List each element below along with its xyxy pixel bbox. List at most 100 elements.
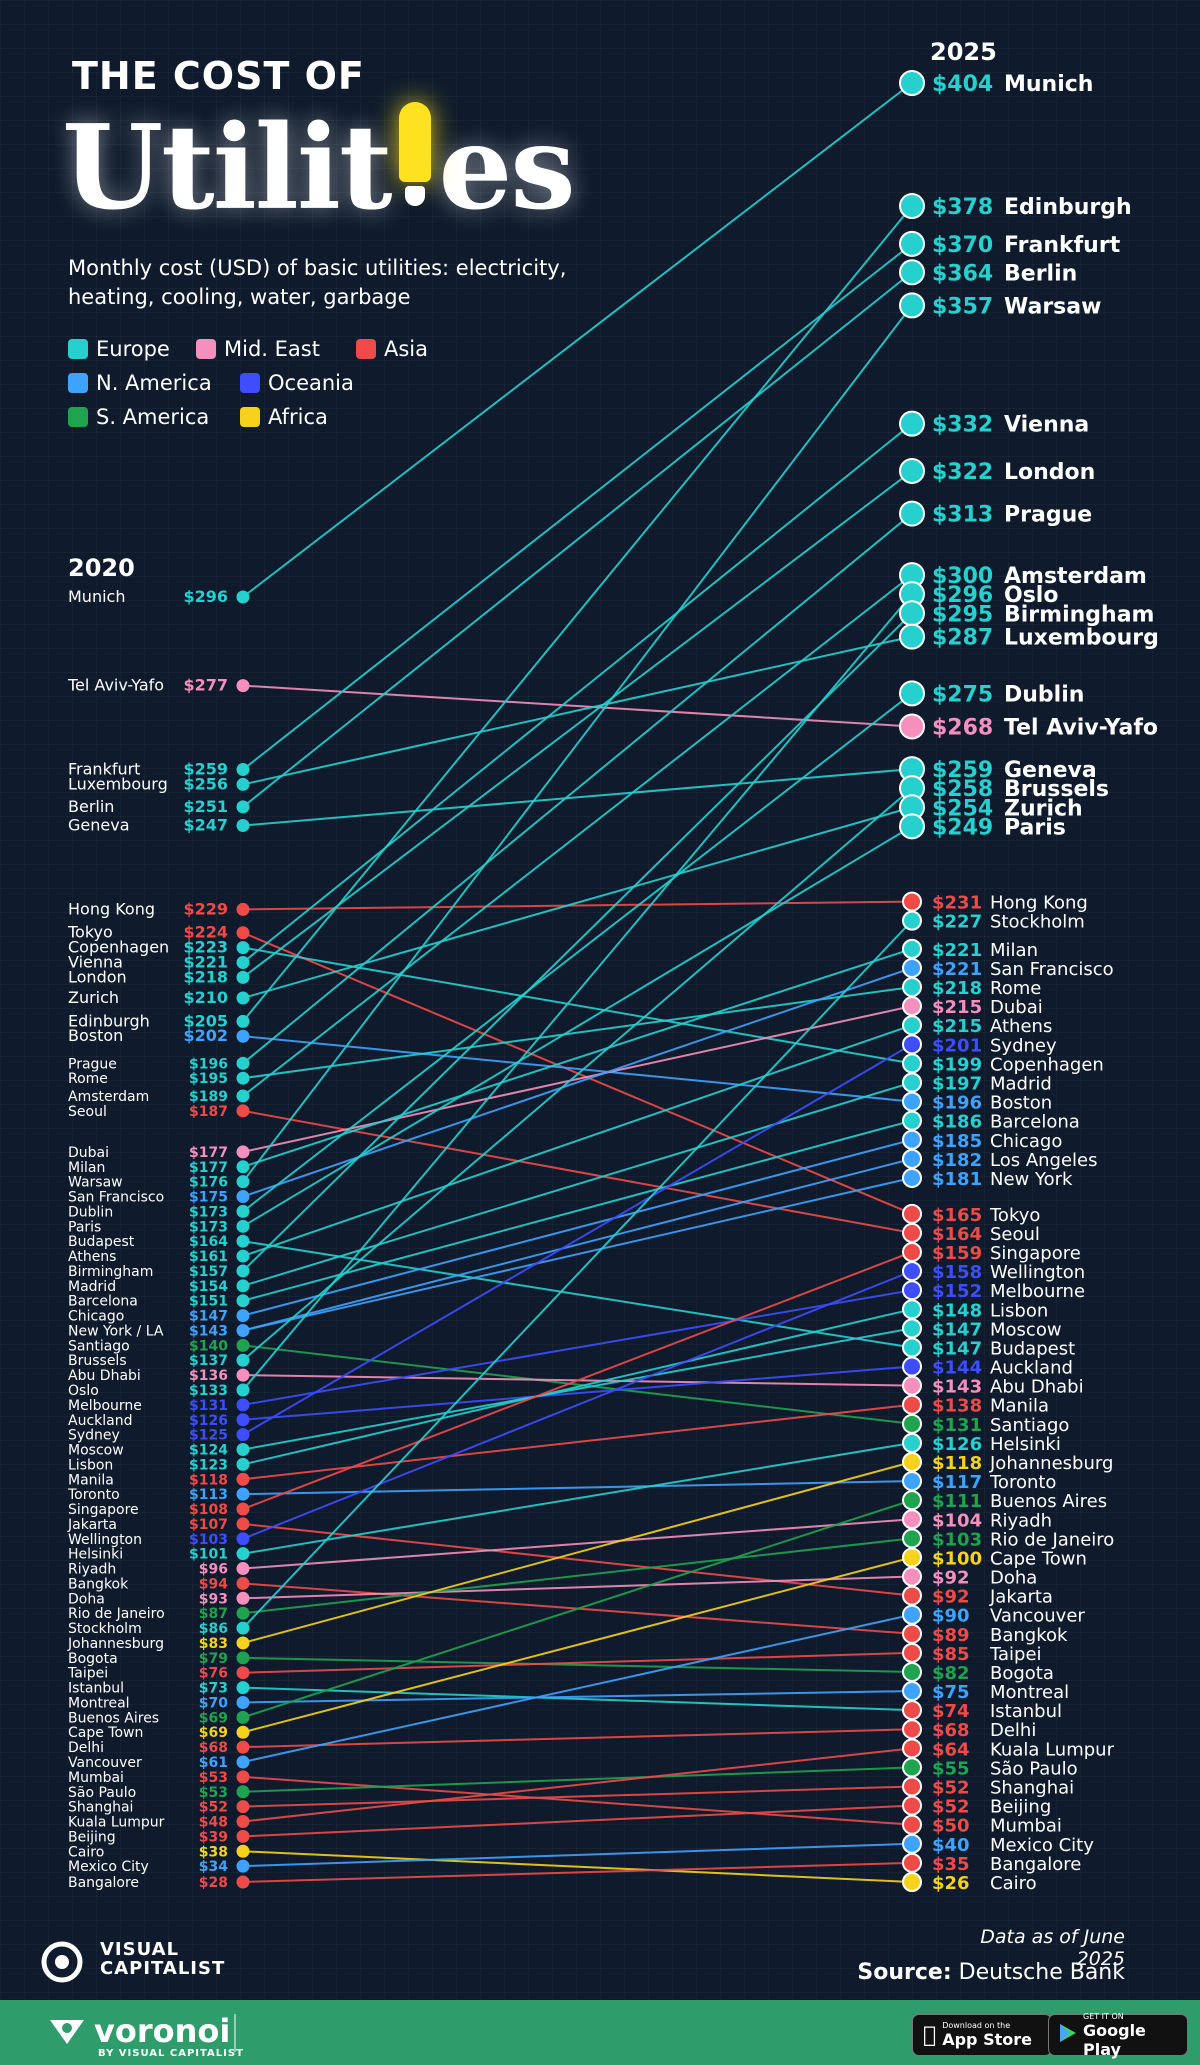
title-line1: THE COST OF — [72, 54, 365, 98]
visual-capitalist-logo[interactable]: VISUAL CAPITALIST — [38, 1940, 224, 1978]
right-city-label: Santiago — [990, 1415, 1069, 1436]
flag-icon-boston — [902, 1091, 922, 1112]
left-city-label: Madrid — [68, 1279, 116, 1295]
slope-line-luxembourg — [242, 635, 913, 786]
right-city-label: Moscow — [990, 1319, 1062, 1340]
right-value-label: $85 — [932, 1644, 970, 1665]
flag-icon-london — [899, 457, 925, 484]
right-city-label: Abu Dhabi — [990, 1377, 1084, 1398]
left-city-label: Riyadh — [68, 1562, 116, 1578]
legend-item-oceania: Oceania — [240, 370, 354, 396]
left-city-label: Dublin — [68, 1204, 113, 1220]
subtitle: Monthly cost (USD) of basic utilities: e… — [68, 256, 567, 309]
slope-line-montreal — [242, 1690, 913, 1704]
flag-icon-sydney — [902, 1034, 922, 1055]
left-point — [236, 1472, 250, 1486]
flag-icon-cairo — [902, 1872, 922, 1892]
right-city-label: Los Angeles — [990, 1150, 1098, 1171]
lightbulb-icon — [395, 102, 435, 212]
legend-label: Mid. East — [224, 337, 320, 361]
left-value-label: $86 — [199, 1621, 228, 1637]
right-value-label: $117 — [932, 1472, 982, 1493]
left-value-label: $154 — [189, 1279, 228, 1295]
left-value-label: $187 — [189, 1104, 228, 1120]
flag-icon-shanghai — [902, 1776, 922, 1797]
right-value-label: $75 — [932, 1682, 970, 1703]
right-value-label: $404 — [932, 72, 993, 97]
left-value-label: $195 — [189, 1071, 228, 1087]
flag-icon-riyadh — [902, 1509, 922, 1530]
flag-icon-lisbon — [902, 1299, 922, 1320]
right-city-label: Rio de Janeiro — [990, 1529, 1114, 1550]
left-city-label: Oslo — [68, 1383, 99, 1399]
right-city-label: Jakarta — [989, 1587, 1053, 1608]
right-value-label: $158 — [932, 1262, 982, 1283]
flag-icon-wellington — [902, 1261, 922, 1282]
app-store-big: App Store — [929, 2030, 1032, 2049]
flag-icon-warsaw — [899, 292, 925, 319]
left-value-label: $205 — [183, 1011, 228, 1030]
left-point — [236, 1770, 250, 1784]
left-value-label: $161 — [189, 1249, 228, 1265]
right-value-label: $182 — [932, 1150, 982, 1171]
flag-icon-barcelona — [902, 1110, 922, 1131]
left-point — [236, 1089, 250, 1103]
google-play-small: GET IT ON — [1083, 2011, 1124, 2021]
right-city-label: Geneva — [1004, 758, 1097, 783]
right-city-label: Frankfurt — [1004, 233, 1121, 258]
left-point — [236, 1562, 250, 1576]
right-city-label: Warsaw — [1004, 294, 1101, 319]
left-value-label: $151 — [189, 1294, 228, 1310]
right-city-label: Istanbul — [990, 1701, 1062, 1722]
slope-line-toronto — [242, 1480, 913, 1496]
flag-icon-bangkok — [902, 1623, 922, 1644]
flag-icon-san-francisco — [902, 957, 922, 978]
left-city-label: Vienna — [68, 953, 123, 972]
left-city-label: Wellington — [68, 1532, 142, 1548]
year-label-2025: 2025 — [930, 38, 997, 66]
flag-icon-madrid — [902, 1072, 922, 1093]
voronoi-logo[interactable]: voronoi — [48, 2012, 230, 2050]
left-city-label: Auckland — [68, 1413, 132, 1429]
left-value-label: $173 — [189, 1219, 228, 1235]
left-value-label: $173 — [189, 1204, 228, 1220]
right-value-label: $275 — [932, 682, 993, 707]
right-city-label: Paris — [1004, 815, 1066, 840]
right-value-label: $138 — [932, 1396, 982, 1417]
left-point — [236, 991, 250, 1005]
right-city-label: Munich — [1004, 72, 1093, 97]
right-value-label: $164 — [932, 1224, 982, 1245]
slope-line-zurich — [242, 806, 913, 999]
right-city-label: London — [1004, 460, 1095, 485]
right-city-label: Milan — [990, 940, 1038, 961]
left-city-label: Kuala Lumpur — [68, 1815, 165, 1831]
left-value-label: $61 — [199, 1755, 228, 1771]
right-value-label: $313 — [932, 503, 993, 528]
left-city-label: Abu Dhabi — [68, 1368, 141, 1384]
left-value-label: $79 — [199, 1651, 228, 1667]
slope-line-munich — [242, 82, 913, 598]
slope-line-brussels — [242, 787, 913, 1361]
flag-icon-rio-de-janeiro — [902, 1528, 922, 1549]
left-city-label: Shanghai — [68, 1800, 133, 1816]
left-point — [236, 1190, 250, 1204]
flag-icon-vienna — [899, 410, 925, 437]
right-value-label: $322 — [932, 460, 993, 485]
source-label: Source: — [857, 1960, 952, 1985]
legend-label: Asia — [384, 337, 429, 361]
left-value-label: $221 — [183, 953, 228, 972]
slope-line-amsterdam — [242, 574, 913, 1097]
right-city-label: Manila — [990, 1396, 1049, 1417]
flag-icon-santiago — [902, 1413, 922, 1434]
footer-divider — [234, 2014, 236, 2052]
right-city-label: Buenos Aires — [990, 1491, 1107, 1512]
slope-line-milan — [242, 947, 913, 1168]
left-point — [236, 1725, 250, 1739]
left-city-label: Warsaw — [68, 1175, 123, 1191]
left-point — [236, 1234, 250, 1248]
left-point — [236, 1323, 250, 1337]
left-city-label: Amsterdam — [68, 1089, 149, 1105]
google-play-button[interactable]: GET IT ON Google Play — [1048, 2011, 1188, 2059]
flag-icon-cape-town — [902, 1547, 922, 1568]
